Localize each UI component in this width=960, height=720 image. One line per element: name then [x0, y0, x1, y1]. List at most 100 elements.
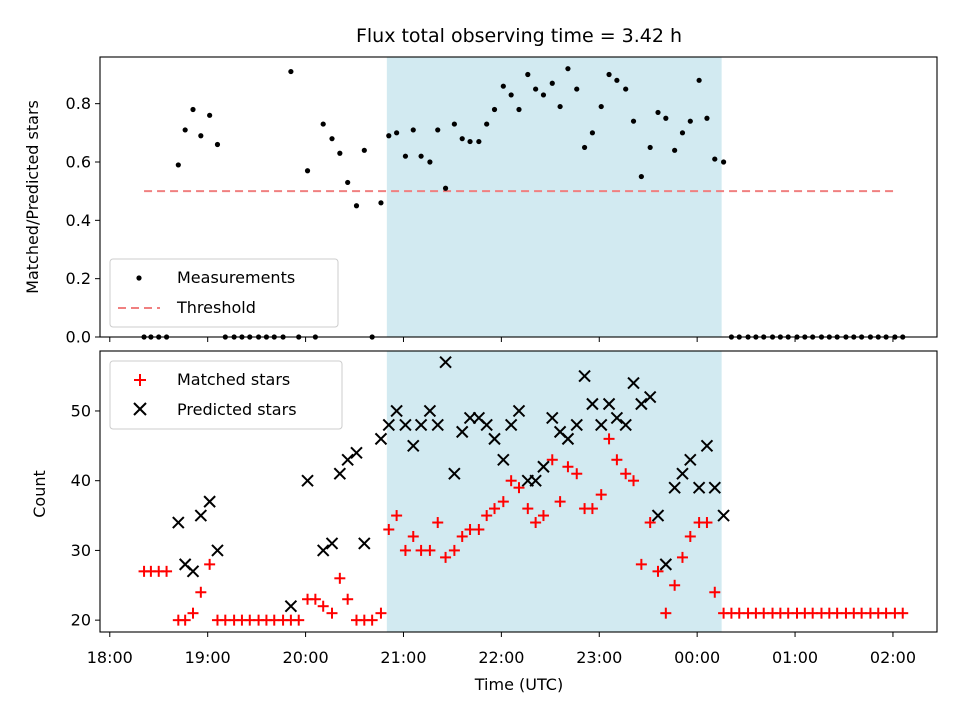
chart-title: Flux total observing time = 3.42 h — [356, 25, 682, 47]
bottom-y-axis-label: Count — [30, 470, 49, 518]
measurement-point — [720, 159, 727, 165]
measurement-point — [565, 66, 571, 72]
measurement-point — [410, 127, 416, 133]
predicted-point — [186, 565, 200, 578]
y-tick-label: 0.8 — [66, 94, 91, 113]
top-y-ticks: 0.0 0.2 0.4 0.6 0.8 — [66, 94, 100, 347]
matched-point — [635, 558, 647, 570]
matched-point — [554, 496, 566, 508]
legend-matched-marker — [134, 374, 146, 386]
matched-point — [709, 586, 721, 598]
predicted-point — [529, 474, 542, 487]
matched-point — [309, 593, 321, 605]
y-tick-label: 0.0 — [66, 328, 91, 347]
predicted-point — [439, 355, 452, 369]
x-tick-label: 00:00 — [674, 648, 720, 667]
bottom-x-tick-labels: 18:00 19:00 20:00 21:00 22:00 23:00 00:00 01:00… — [87, 648, 916, 667]
measurement-point — [687, 118, 693, 124]
matched-point — [375, 607, 387, 619]
top-x-ticks — [109, 337, 894, 342]
matched-point — [489, 503, 501, 515]
predicted-point — [561, 432, 575, 446]
predicted-point — [717, 509, 730, 522]
measurement-point — [476, 138, 482, 145]
matched-point — [204, 558, 216, 570]
predicted-point — [668, 481, 681, 494]
predicted-point — [504, 418, 518, 432]
x-tick-label: 02:00 — [870, 648, 916, 667]
measurement-point — [288, 68, 294, 75]
predicted-point — [325, 537, 339, 550]
measurement-point — [533, 86, 539, 92]
predicted-point — [684, 453, 697, 466]
y-tick-label: 50 — [71, 401, 91, 420]
top-legend: Measurements Threshold — [109, 258, 339, 328]
predicted-point — [350, 446, 363, 460]
x-tick-label: 22:00 — [478, 648, 524, 667]
measurement-point — [589, 130, 596, 136]
measurement-point — [623, 86, 629, 92]
matched-point — [342, 593, 354, 605]
predicted-point — [333, 467, 347, 480]
matched-point — [522, 503, 534, 515]
predicted-point — [488, 432, 501, 446]
predicted-point — [399, 418, 412, 432]
x-axis-label: Time (UTC) — [474, 675, 563, 694]
matched-point — [652, 565, 664, 577]
matched-point — [546, 454, 558, 466]
measurement-point — [606, 71, 612, 78]
measurement-point — [304, 168, 311, 174]
predicted-point — [619, 418, 632, 432]
bottom-panel: 20 30 40 50 Count Matched stars Predicted s… — [30, 350, 938, 694]
measurement-point — [353, 203, 360, 209]
measurement-point — [696, 77, 702, 83]
matched-point — [407, 530, 419, 542]
predicted-point — [635, 397, 648, 411]
top-shaded-span — [386, 57, 722, 337]
measurement-point — [516, 106, 522, 113]
measurement-point — [581, 144, 588, 151]
measurement-point — [484, 121, 490, 127]
matched-point — [456, 530, 468, 542]
predicted-point — [602, 397, 616, 411]
measurement-point — [427, 159, 433, 165]
bottom-axes-frame — [99, 350, 938, 633]
measurement-point — [329, 136, 335, 142]
measurement-point — [418, 153, 424, 159]
measurement-point — [557, 103, 563, 110]
x-tick-label: 18:00 — [87, 648, 133, 667]
matched-point — [571, 468, 583, 480]
x-tick-label: 20:00 — [283, 648, 329, 667]
matched-point — [366, 614, 378, 626]
top-axes-frame — [99, 56, 938, 338]
y-tick-label: 20 — [71, 611, 91, 630]
predicted-point — [456, 425, 469, 439]
top-panel: 0.00.20.40.60.8 Matched/Predicted stars … — [23, 56, 938, 347]
matched-point — [595, 489, 607, 501]
measurement-point — [345, 179, 351, 186]
measurement-point — [214, 141, 221, 148]
measurement-point — [508, 92, 514, 98]
x-tick-label: 01:00 — [772, 648, 818, 667]
predicted-point — [512, 404, 526, 418]
bottom-points-layer — [138, 355, 909, 626]
measurement-point — [540, 92, 547, 98]
measurement-point — [467, 138, 473, 145]
matched-point — [611, 454, 623, 466]
x-tick-label: 21:00 — [380, 648, 426, 667]
predicted-point — [407, 439, 420, 453]
measurement-point — [491, 106, 498, 113]
legend-measurements-marker — [136, 275, 142, 281]
bottom-y-ticks: 20 30 40 50 — [71, 401, 100, 630]
measurement-point — [704, 115, 710, 121]
measurement-point — [459, 136, 465, 142]
measurement-point — [182, 127, 188, 133]
predicted-point — [578, 369, 591, 383]
predicted-point — [382, 418, 395, 432]
measurement-point — [378, 200, 384, 206]
bottom-legend-box — [109, 360, 343, 430]
matched-point — [537, 510, 549, 522]
matched-point — [530, 517, 542, 529]
x-tick-label: 23:00 — [576, 648, 622, 667]
